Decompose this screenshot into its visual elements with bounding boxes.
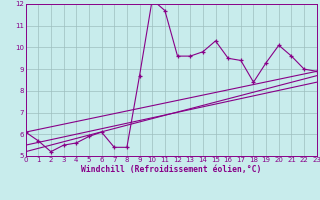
X-axis label: Windchill (Refroidissement éolien,°C): Windchill (Refroidissement éolien,°C)	[81, 165, 261, 174]
